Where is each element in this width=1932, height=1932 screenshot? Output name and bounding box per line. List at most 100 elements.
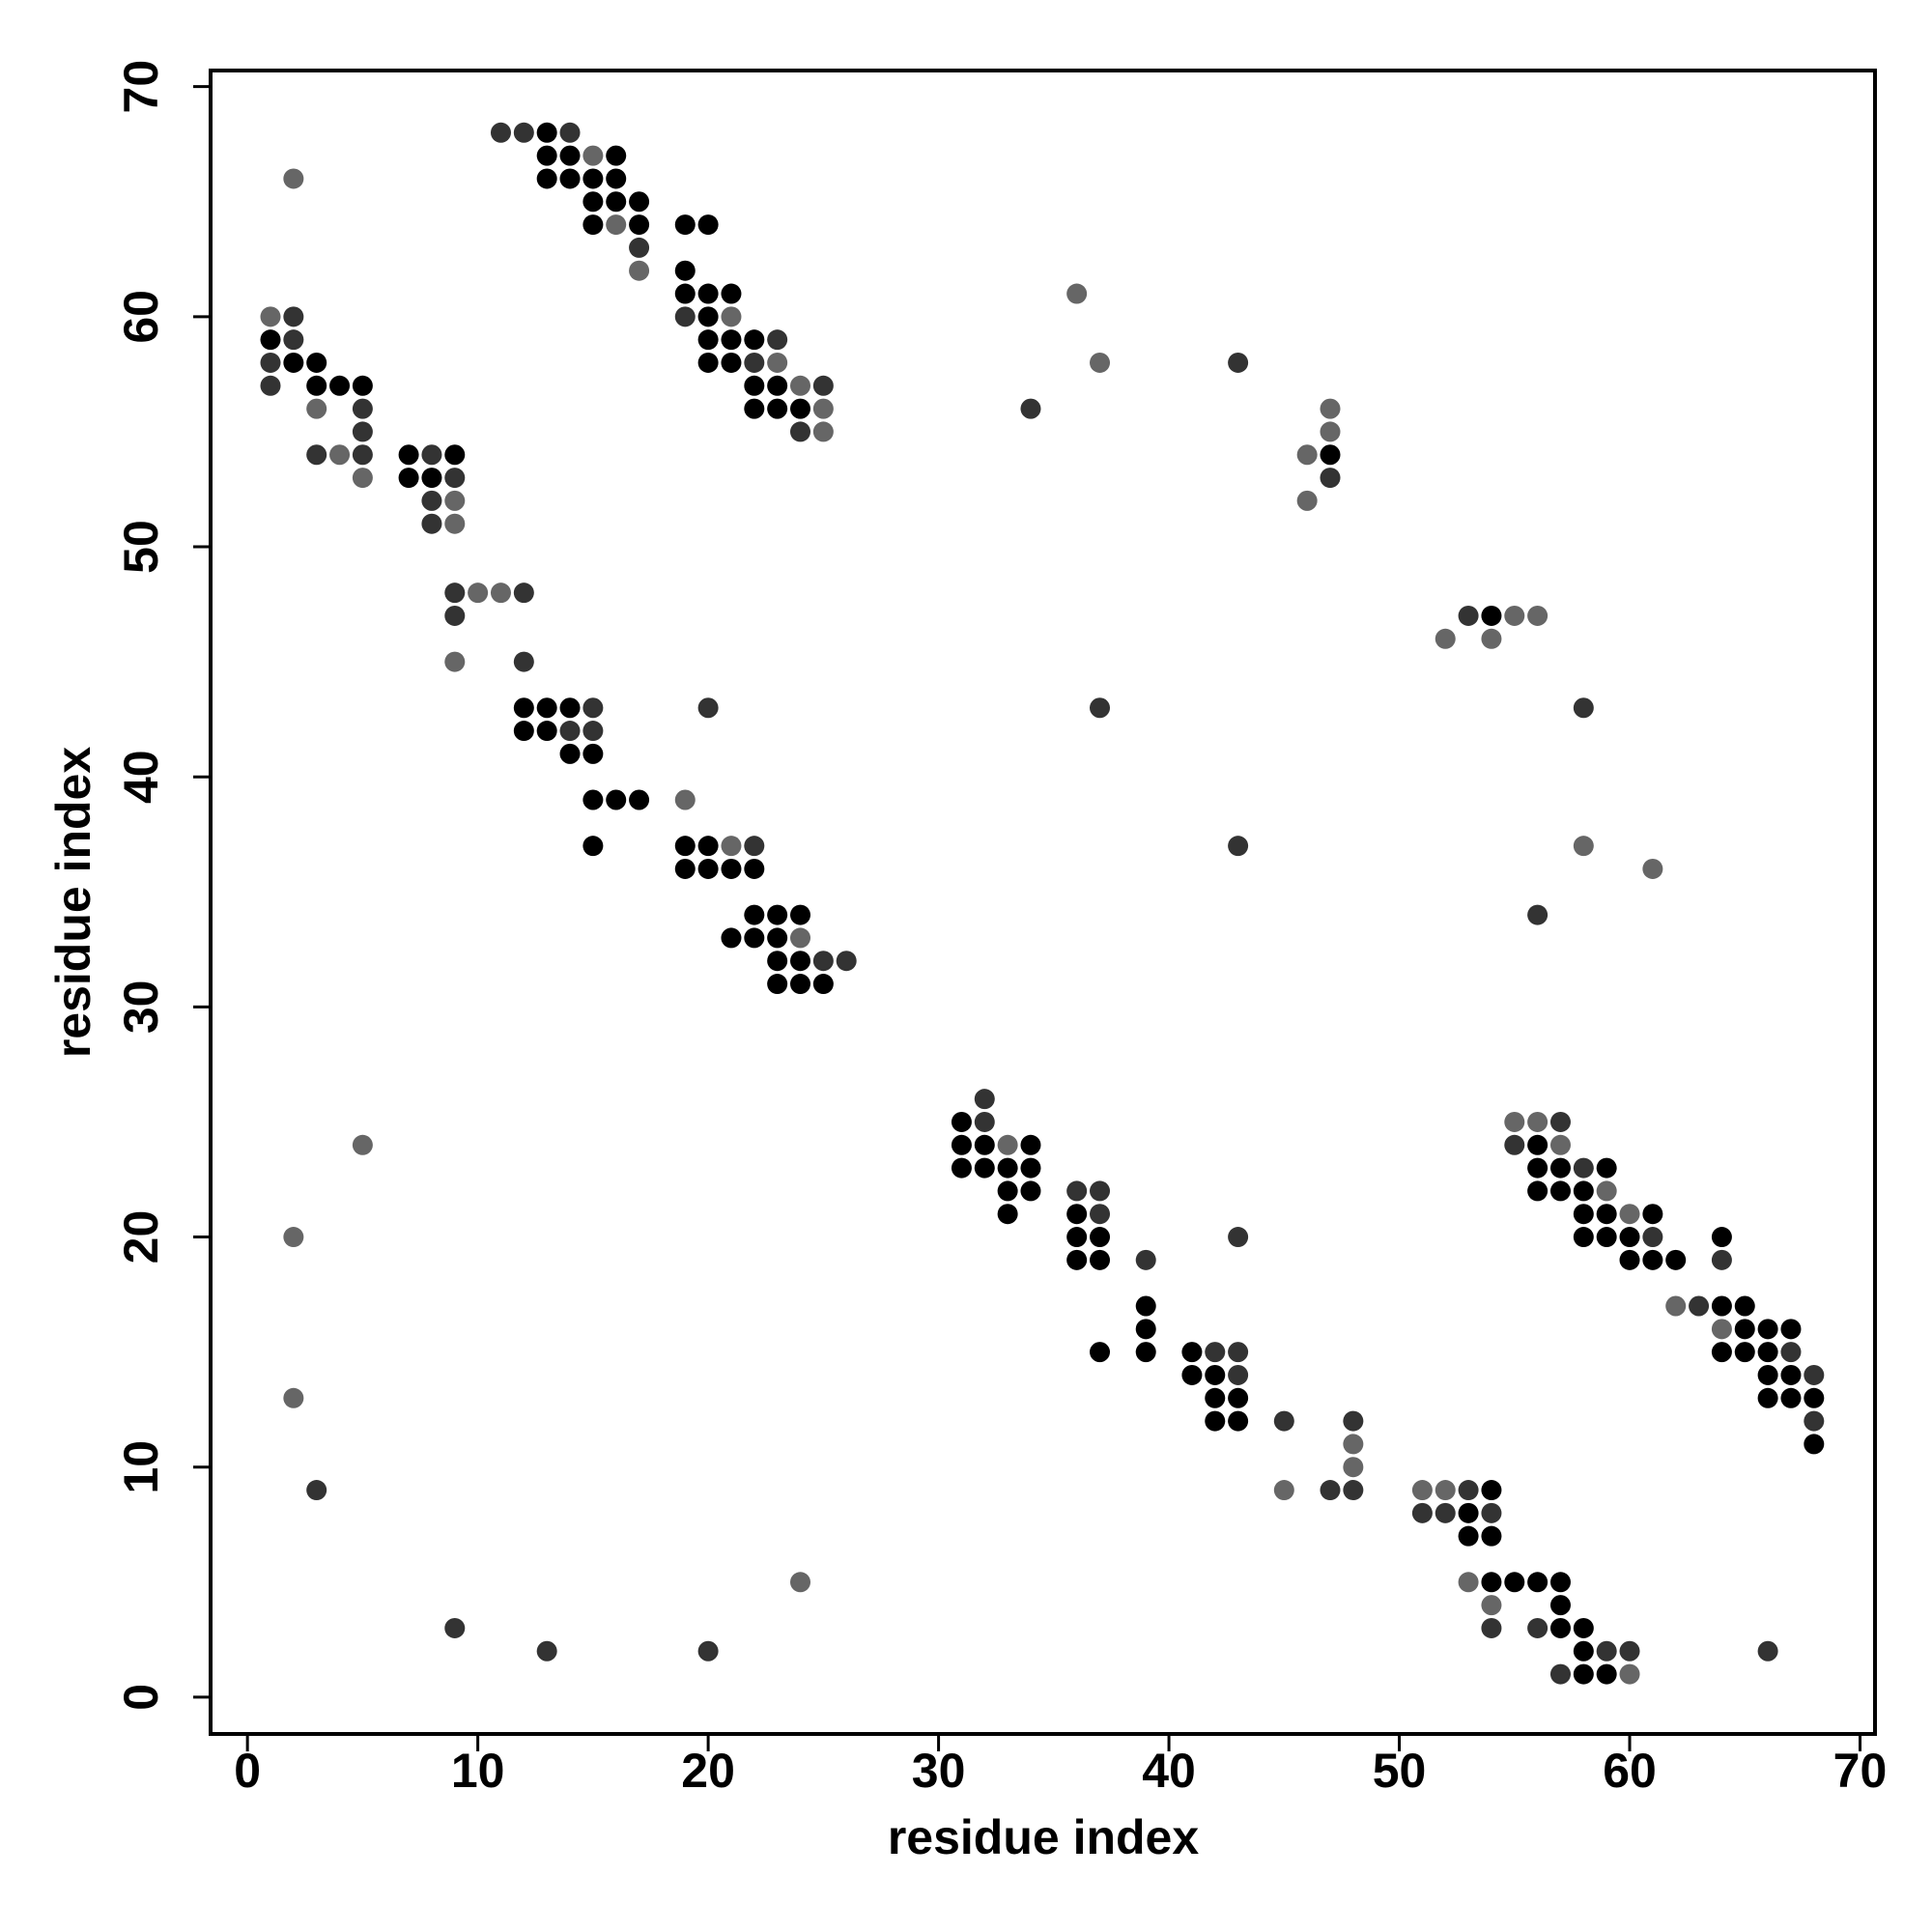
point [1205, 1342, 1226, 1363]
point [1481, 1572, 1502, 1593]
point [559, 122, 581, 143]
point [997, 1180, 1018, 1202]
point [974, 1089, 995, 1110]
point [1573, 1663, 1594, 1685]
point [951, 1134, 972, 1155]
point [1504, 1111, 1525, 1132]
point [812, 375, 834, 396]
point [1504, 1572, 1525, 1593]
point [1549, 1663, 1571, 1685]
point [1066, 1227, 1088, 1248]
point [1804, 1364, 1825, 1385]
point [767, 974, 788, 995]
point [674, 789, 696, 810]
point [1458, 1572, 1479, 1593]
point [1757, 1640, 1778, 1662]
point [974, 1111, 995, 1132]
y-tick-label: 50 [114, 520, 168, 574]
point [1804, 1387, 1825, 1408]
point [1090, 1342, 1111, 1363]
point [1320, 444, 1341, 466]
y-tick-label: 70 [114, 60, 168, 114]
point [398, 444, 419, 466]
x-tick-label: 20 [681, 1744, 735, 1798]
point [1549, 1572, 1571, 1593]
y-tick-label: 40 [114, 750, 168, 804]
point [1320, 421, 1341, 442]
point [697, 214, 719, 236]
point [1711, 1227, 1732, 1248]
point [1481, 605, 1502, 626]
point [1642, 858, 1663, 879]
point [1573, 697, 1594, 719]
point [1458, 1525, 1479, 1547]
point [790, 974, 811, 995]
point [1343, 1434, 1364, 1455]
point [1481, 1480, 1502, 1501]
point [1780, 1342, 1802, 1363]
point [1549, 1617, 1571, 1638]
point [1780, 1319, 1802, 1340]
point [1343, 1457, 1364, 1478]
point [674, 836, 696, 857]
point [1711, 1319, 1732, 1340]
point [629, 191, 650, 213]
y-tick-label: 30 [114, 980, 168, 1035]
point [1458, 605, 1479, 626]
point [790, 927, 811, 949]
point [1320, 468, 1341, 489]
point [1804, 1434, 1825, 1455]
point [444, 468, 466, 489]
point [490, 582, 511, 604]
point [1228, 1410, 1249, 1432]
point [306, 444, 327, 466]
point [1135, 1342, 1156, 1363]
point [812, 398, 834, 419]
point [306, 398, 327, 419]
point [1596, 1204, 1617, 1225]
point [744, 375, 765, 396]
point [1527, 1572, 1548, 1593]
point [306, 352, 327, 373]
point [997, 1157, 1018, 1179]
point [606, 168, 627, 189]
point [721, 306, 742, 327]
point [468, 582, 489, 604]
point [767, 329, 788, 351]
point [721, 836, 742, 857]
point [767, 375, 788, 396]
point [767, 927, 788, 949]
point [1573, 1617, 1594, 1638]
point [559, 721, 581, 742]
y-tick-label: 60 [114, 290, 168, 344]
point [836, 951, 857, 972]
point [1757, 1364, 1778, 1385]
point [582, 721, 604, 742]
point [1504, 605, 1525, 626]
point [674, 214, 696, 236]
point [1573, 836, 1594, 857]
point [790, 398, 811, 419]
point [721, 283, 742, 304]
point [1066, 1180, 1088, 1202]
point [697, 697, 719, 719]
point [1573, 1640, 1594, 1662]
point [536, 697, 557, 719]
point [790, 904, 811, 925]
point [1573, 1157, 1594, 1179]
point [1066, 283, 1088, 304]
point [329, 375, 351, 396]
point [697, 283, 719, 304]
y-tick-label: 10 [114, 1440, 168, 1494]
point [352, 468, 373, 489]
point [536, 145, 557, 166]
point [1181, 1364, 1203, 1385]
point [697, 306, 719, 327]
point [1320, 398, 1341, 419]
x-tick-label: 70 [1833, 1744, 1888, 1798]
point [1090, 352, 1111, 373]
point [559, 743, 581, 764]
y-tick-label: 0 [114, 1684, 168, 1711]
